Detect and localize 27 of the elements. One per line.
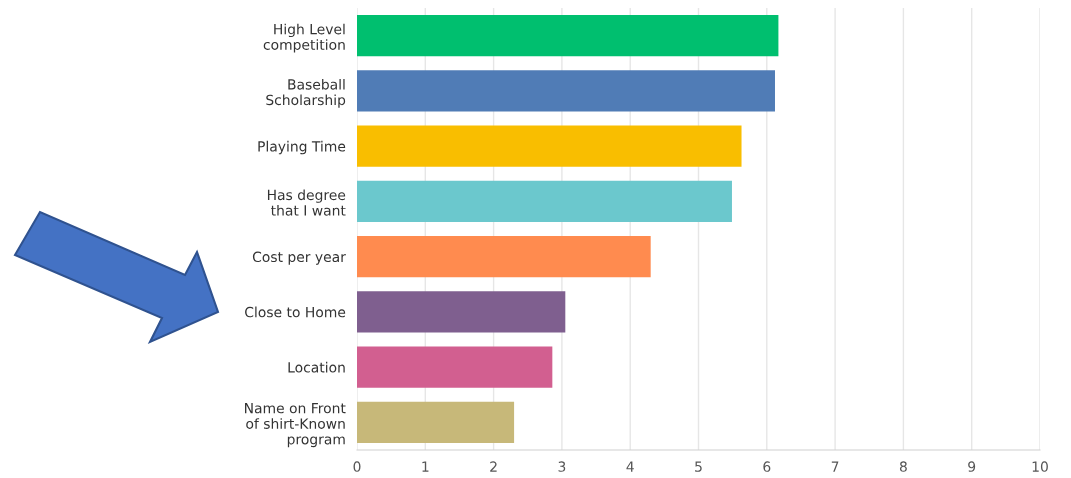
y-tick-label: Has degree that I want <box>267 189 346 216</box>
x-tick-label: 2 <box>490 461 497 472</box>
x-tick-label: 7 <box>831 461 839 472</box>
y-tick-label: Close to Home <box>245 306 346 318</box>
x-tick-label: 10 <box>1032 461 1048 472</box>
y-tick-label: Baseball Scholarship <box>266 78 346 108</box>
x-tick-label: 5 <box>695 461 702 472</box>
bar <box>357 125 742 167</box>
bar <box>357 291 566 333</box>
bar <box>357 401 515 444</box>
bar <box>357 70 775 112</box>
x-tick-label: 1 <box>422 461 429 472</box>
y-tick-label: High Level competition <box>263 23 345 53</box>
y-tick-label: Name on Front of shirt-Known program <box>245 403 346 448</box>
bar <box>357 235 651 278</box>
bar <box>357 14 779 57</box>
x-tick-label: 0 <box>353 461 361 472</box>
x-tick-label: 8 <box>899 461 907 472</box>
x-tick-label: 9 <box>968 461 976 472</box>
bar <box>357 180 732 223</box>
y-tick-label: Location <box>288 361 345 373</box>
y-tick-label: Cost per year <box>252 251 346 265</box>
x-tick-label: 4 <box>626 461 634 472</box>
x-tick-label: 6 <box>763 461 771 472</box>
bar <box>357 346 553 388</box>
y-tick-label: Playing Time <box>258 140 346 155</box>
x-tick-label: 3 <box>558 461 566 472</box>
